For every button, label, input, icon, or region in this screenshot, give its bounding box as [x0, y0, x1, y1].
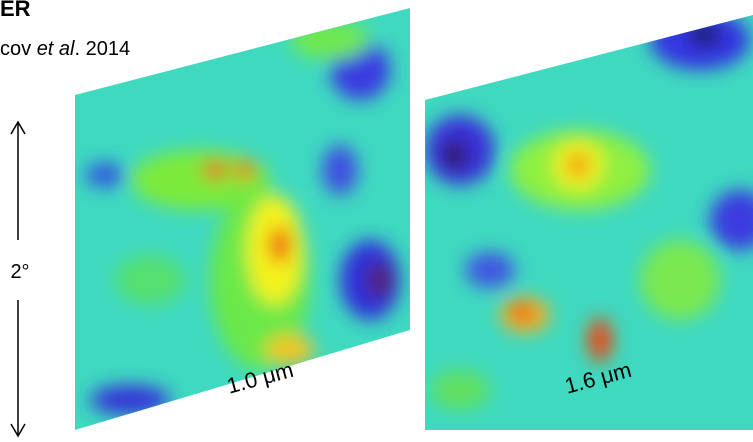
title: ER [0, 0, 31, 21]
citation-year: . 2014 [75, 38, 131, 60]
citation: cov et al. 2014 [0, 38, 130, 60]
scale-arrow [10, 120, 26, 438]
scale-label: 2° [10, 261, 29, 283]
citation-authors: cov [0, 38, 37, 60]
citation-emphasis: et al [37, 38, 75, 60]
